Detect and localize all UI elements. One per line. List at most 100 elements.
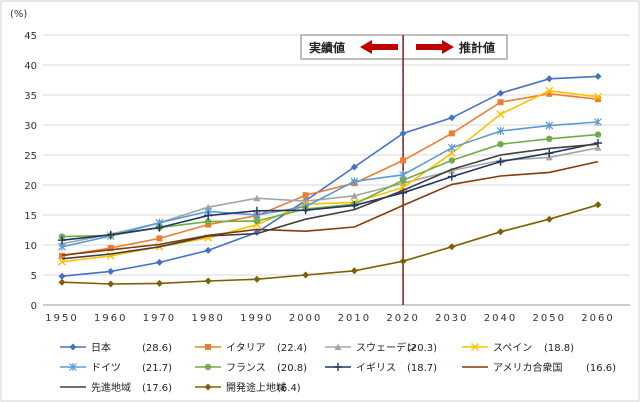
legend-item: スウェーデン(20.3) — [325, 341, 437, 354]
series-layer — [58, 72, 602, 288]
legend-item: イギリス (18.7) — [325, 362, 437, 374]
data-point — [253, 217, 261, 225]
y-tick-label: 20 — [24, 181, 37, 192]
data-point — [497, 141, 504, 148]
data-point — [497, 99, 504, 106]
legend-item: 開発途上地域(6.4) — [195, 381, 301, 394]
legend-marker — [205, 344, 211, 350]
legend-marker — [204, 363, 212, 371]
data-point — [301, 206, 310, 215]
data-point — [594, 72, 602, 80]
legend-item: イタリア (22.4) — [195, 342, 307, 354]
data-point — [58, 236, 66, 245]
y-tick-label: 10 — [24, 241, 37, 252]
data-point — [497, 228, 505, 236]
data-point — [400, 157, 407, 164]
legend-value: (21.7) — [142, 363, 172, 374]
left-arrow-icon — [360, 40, 398, 54]
legend-label: アメリカ合衆国 — [493, 361, 563, 374]
data-point — [448, 130, 455, 137]
data-point — [204, 211, 213, 220]
series-10 — [58, 201, 602, 288]
series-line — [61, 142, 599, 241]
data-point — [546, 135, 553, 142]
series-line — [61, 160, 599, 256]
data-point — [156, 235, 163, 242]
legend-marker — [334, 343, 342, 350]
legend-marker — [204, 383, 212, 391]
data-point — [107, 267, 115, 275]
right-arrow-icon — [416, 40, 454, 54]
data-point — [58, 272, 66, 280]
y-tick-label: 30 — [24, 121, 37, 132]
legend-marker — [471, 343, 479, 351]
grid-lines — [43, 34, 630, 306]
legend-value: (16.6) — [586, 363, 616, 374]
data-point — [447, 143, 456, 152]
data-point — [350, 163, 358, 171]
data-point — [595, 96, 601, 103]
legend-item: フランス (20.8) — [195, 362, 307, 374]
legend: 日本 (28.6) イタリア (22.4) スウェーデン(20.3) スペイン (18.8)… — [60, 341, 616, 394]
data-point — [155, 279, 163, 287]
series-line — [61, 121, 599, 248]
x-tick-label: 2030 — [435, 313, 468, 324]
legend-value: (28.6) — [142, 343, 172, 354]
data-point — [545, 86, 554, 95]
data-point — [448, 114, 456, 122]
series-1 — [58, 72, 602, 280]
series-line — [61, 204, 599, 285]
x-tick-label: 2050 — [533, 313, 566, 324]
y-tick-label: 35 — [24, 91, 37, 102]
legend-item: 先進地域 (17.6) — [60, 381, 172, 394]
data-point — [58, 278, 66, 286]
data-point — [106, 230, 115, 239]
legend-marker — [69, 363, 77, 371]
legend-value: (20.3) — [407, 343, 437, 354]
data-point — [448, 167, 456, 174]
legend-label: スペイン — [493, 343, 532, 354]
data-point — [204, 203, 212, 211]
data-point — [155, 258, 163, 266]
y-tick-label: 40 — [24, 61, 37, 72]
legend-item: ドイツ (21.7) — [60, 363, 172, 374]
data-point — [496, 127, 505, 135]
data-point — [253, 275, 261, 283]
x-tick-label: 2020 — [386, 313, 419, 324]
legend-marker — [69, 343, 77, 351]
data-point — [496, 157, 505, 166]
x-tick-label: 2000 — [289, 313, 322, 324]
data-point — [204, 218, 212, 225]
x-tick-label: 2010 — [338, 313, 371, 324]
data-point — [594, 201, 602, 209]
data-point — [594, 118, 602, 126]
legend-value: (17.6) — [142, 383, 172, 394]
data-point — [350, 177, 359, 186]
y-axis-ticks: 0 5 10 15 20 25 30 35 40 45 — [24, 31, 37, 312]
data-point — [545, 75, 553, 83]
data-point — [107, 245, 114, 251]
data-point — [594, 139, 602, 147]
legend-value: (18.8) — [544, 343, 574, 354]
legend-label: イタリア — [226, 342, 266, 354]
projection-banner: 実績値 推計値 — [300, 34, 508, 60]
x-axis-ticks: 1950 1960 1970 1980 1990 2000 2010 2020 2030 2040… — [45, 313, 612, 324]
legend-value: (20.8) — [277, 363, 307, 374]
legend-label: ドイツ — [91, 363, 121, 374]
data-point — [497, 89, 505, 97]
legend-label: スウェーデン — [356, 341, 416, 354]
data-point — [107, 280, 115, 288]
data-point — [204, 246, 212, 254]
data-point — [155, 223, 164, 232]
data-point — [59, 252, 65, 259]
actual-values-label: 実績値 — [309, 40, 345, 55]
legend-item: 日本 (28.6) — [60, 341, 172, 354]
x-tick-label: 1980 — [191, 313, 224, 324]
data-point — [302, 192, 309, 199]
y-tick-label: 25 — [24, 151, 37, 162]
data-point — [399, 257, 407, 265]
legend-label: イギリス — [356, 362, 396, 374]
series-7 — [58, 139, 602, 245]
data-point — [594, 92, 602, 101]
